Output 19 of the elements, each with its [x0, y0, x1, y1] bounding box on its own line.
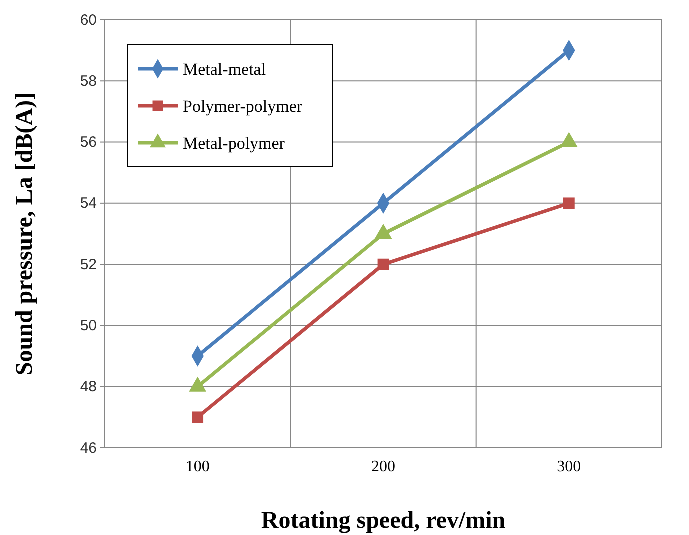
- y-tick-label: 56: [80, 134, 97, 152]
- point: [563, 198, 575, 210]
- x-tick-label: 100: [186, 458, 210, 476]
- point: [192, 412, 204, 424]
- x-tick-label: 200: [372, 458, 396, 476]
- legend-label: Metal-polymer: [183, 134, 286, 153]
- y-tick-label: 50: [80, 318, 97, 335]
- y-tick-label: 58: [80, 72, 97, 90]
- point: [378, 258, 390, 270]
- y-tick-label: 52: [80, 256, 97, 274]
- y-axis-title: Sound pressure, La [dB(A)]: [12, 92, 38, 376]
- x-axis-title: Rotating speed, rev/min: [261, 508, 506, 534]
- x-tick-label: 300: [557, 458, 582, 476]
- y-tick-label: 60: [80, 12, 97, 29]
- legend-label: Polymer-polymer: [183, 97, 303, 116]
- y-tick-label: 46: [80, 440, 97, 457]
- legend-label: Metal-metal: [183, 60, 266, 79]
- y-tick-label: 54: [80, 195, 97, 212]
- y-tick-label: 48: [80, 378, 97, 396]
